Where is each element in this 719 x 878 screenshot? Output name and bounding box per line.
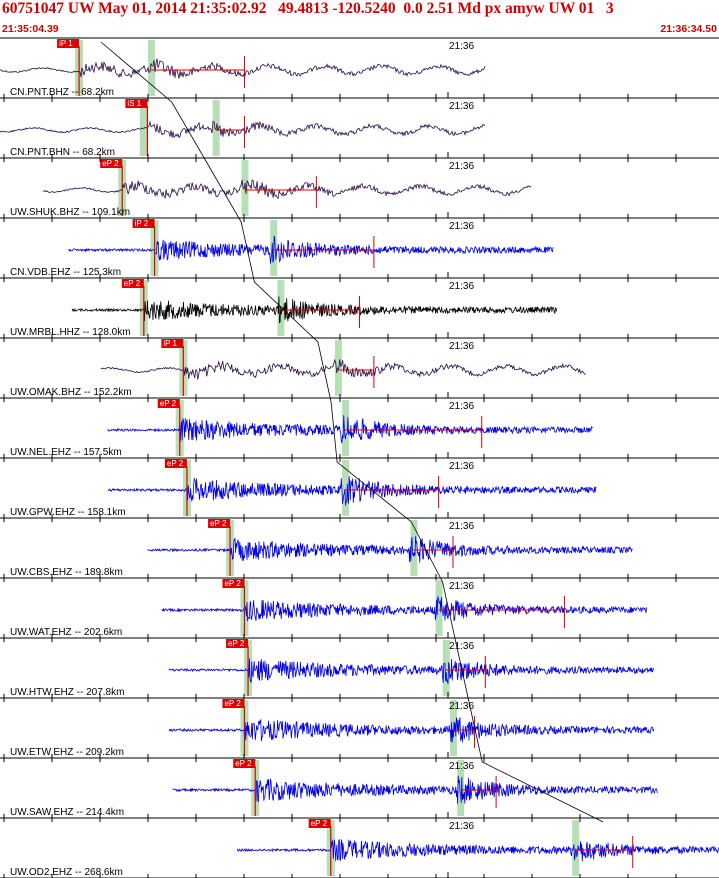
s-pick-window [410, 520, 418, 576]
trace-row[interactable]: eP 2 21:36 UW.NEL.EHZ -- 157.5km [0, 399, 719, 462]
waveform [147, 536, 633, 563]
pick-label-box[interactable] [100, 159, 123, 168]
waveform [0, 120, 486, 139]
trace-row[interactable]: iS 1 21:36 CN.PNT.BHN -- 68.2km [0, 99, 719, 162]
station-label: UW.OD2.EHZ -- 268.6km [10, 867, 123, 878]
time-mark-label: 21:36 [449, 761, 474, 772]
s-pick-window [572, 820, 580, 876]
waveform [68, 235, 554, 264]
pick-label-box[interactable] [161, 339, 184, 348]
station-label: UW.MRBL.HHZ -- 128.0km [10, 327, 131, 338]
pick-label-box[interactable] [121, 279, 144, 288]
station-label: UW.ETW.EHZ -- 209.2km [10, 747, 124, 758]
station-label: UW.GPW.EHZ -- 158.1km [10, 507, 126, 518]
event-header: 60751047 UW May 01, 2014 21:35:02.92 49.… [0, 0, 719, 38]
s-pick-window [342, 400, 350, 456]
time-mark-label: 21:36 [449, 821, 474, 832]
pick-label: eP 2 [160, 399, 177, 408]
pick-label: eP 2 [228, 639, 245, 648]
station-label: UW.CBS.EHZ -- 189.8km [10, 567, 123, 578]
station-label: UW.SHUK.BHZ -- 109.1km [10, 207, 130, 218]
station-label: UW.OMAK.BHZ -- 152.2km [10, 387, 132, 398]
pick-label-box[interactable] [308, 819, 331, 828]
time-mark-label: 21:36 [449, 341, 474, 352]
pick-label: iP 1 [59, 39, 73, 48]
s-pick-window [241, 160, 249, 216]
waveform [107, 476, 597, 506]
p-pick-window [139, 100, 148, 156]
event-title: 60751047 UW May 01, 2014 21:35:02.92 49.… [2, 0, 614, 17]
trace-row[interactable]: eP 2 21:36 UW.MRBL.HHZ -- 128.0km [0, 279, 719, 342]
pick-label: iP 2 [135, 219, 149, 228]
pick-label: eP 2 [311, 819, 328, 828]
trace-row[interactable]: iP 1 21:36 CN.PNT.BHZ -- 68.2km [0, 39, 719, 102]
time-mark-label: 21:36 [449, 701, 474, 712]
trace-row[interactable]: eP 2 21:36 UW.WAT.EHZ -- 202.6km [0, 579, 719, 642]
pick-label-box[interactable] [157, 399, 180, 408]
pick-label-box[interactable] [233, 759, 256, 768]
waveform [161, 596, 647, 622]
time-mark-label: 21:36 [449, 581, 474, 592]
time-mark-label: 21:36 [449, 161, 474, 172]
time-mark-label: 21:36 [449, 101, 474, 112]
trace-row[interactable]: eP 2 21:36 UW.SHUK.BHZ -- 109.1km [0, 159, 719, 222]
waveform [42, 179, 532, 200]
time-mark-label: 21:36 [449, 281, 474, 292]
waveform [100, 358, 586, 380]
trace-row[interactable]: iP 1 21:36 UW.OMAK.BHZ -- 152.2km [0, 339, 719, 402]
pick-label: eP 2 [167, 459, 184, 468]
pick-label: eP 2 [224, 699, 241, 708]
pick-label: eP 2 [210, 519, 227, 528]
station-label: CN.PNT.BHN -- 68.2km [10, 147, 115, 158]
station-label: UW.WAT.EHZ -- 202.6km [10, 627, 122, 638]
waveform [0, 58, 486, 79]
travel-time-curve [100, 41, 604, 823]
trace-row[interactable]: eP 2 21:36 UW.ETW.EHZ -- 209.2km [0, 699, 719, 762]
pick-label: eP 2 [224, 579, 241, 588]
pick-label: eP 2 [124, 279, 141, 288]
pick-label-box[interactable] [222, 579, 245, 588]
station-label: CN.PNT.BHZ -- 68.2km [10, 87, 114, 98]
window-end-time: 21:36:34.50 [660, 23, 717, 35]
pick-label-box[interactable] [125, 99, 148, 108]
pick-label: eP 2 [235, 759, 252, 768]
pick-label-box[interactable] [57, 39, 80, 48]
waveform [168, 717, 655, 743]
trace-row[interactable]: eP 2 21:36 UW.HTW.EHZ -- 207.8km [0, 639, 719, 702]
pick-label-box[interactable] [222, 699, 245, 708]
pick-label: iS 1 [127, 99, 141, 108]
pick-label: iP 1 [163, 339, 177, 348]
time-mark-label: 21:36 [449, 641, 474, 652]
pick-label: eP 2 [102, 159, 119, 168]
time-mark-label: 21:36 [449, 41, 474, 52]
time-mark-label: 21:36 [449, 401, 474, 412]
trace-row[interactable]: iP 2 21:36 CN.VDB.EHZ -- 125.3km [0, 219, 719, 282]
s-pick-window [457, 760, 465, 816]
station-label: UW.SAW.EHZ -- 214.4km [10, 807, 124, 818]
waveform [172, 775, 658, 804]
trace-row[interactable]: eP 2 21:36 UW.GPW.EHZ -- 158.1km [0, 459, 719, 522]
s-pick-window [435, 580, 443, 636]
trace-row[interactable]: eP 2 21:36 UW.OD2.EHZ -- 268.6km [0, 819, 719, 878]
trace-row[interactable]: eP 2 21:36 UW.CBS.EHZ -- 189.8km [0, 519, 719, 582]
waveform [107, 415, 593, 444]
time-mark-label: 21:36 [449, 521, 474, 532]
station-label: UW.NEL.EHZ -- 157.5km [10, 447, 122, 458]
pick-label-box[interactable] [132, 219, 155, 228]
trace-row[interactable]: eP 2 21:36 UW.SAW.EHZ -- 214.4km [0, 759, 719, 822]
time-mark-label: 21:36 [449, 461, 474, 472]
pick-label-box[interactable] [208, 519, 231, 528]
station-label: CN.VDB.EHZ -- 125.3km [10, 267, 121, 278]
window-start-time: 21:35:04.39 [2, 23, 59, 35]
s-pick-window [147, 40, 155, 96]
s-pick-window [342, 460, 350, 516]
pick-label-box[interactable] [226, 639, 249, 648]
pick-label-box[interactable] [164, 459, 187, 468]
time-mark-label: 21:36 [449, 221, 474, 232]
station-label: UW.HTW.EHZ -- 207.8km [10, 687, 124, 698]
s-pick-window [442, 640, 450, 696]
waveform [168, 658, 655, 684]
waveform [236, 838, 719, 862]
